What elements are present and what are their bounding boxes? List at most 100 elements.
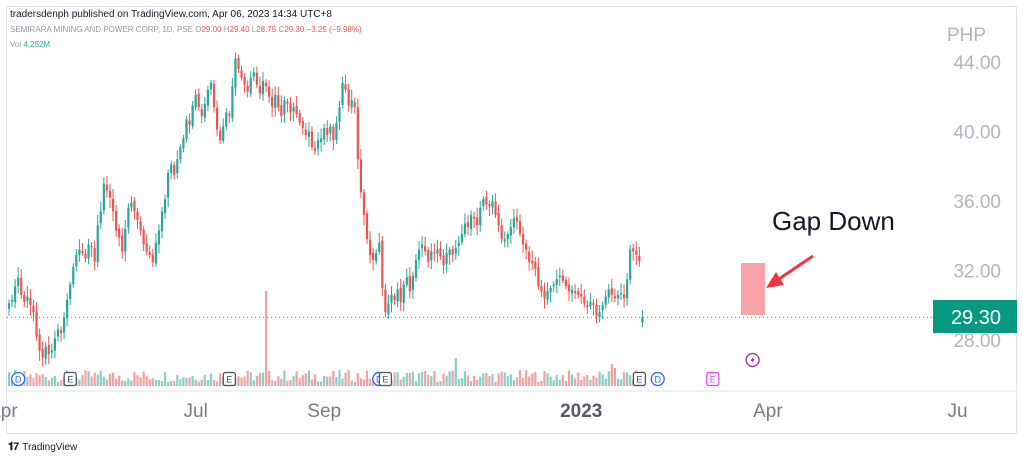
candle-body — [586, 305, 589, 307]
volume-bar — [93, 372, 96, 386]
candle — [338, 100, 341, 130]
candle-body — [390, 294, 393, 303]
candle — [463, 213, 467, 238]
volume-bar — [87, 370, 90, 386]
candle — [26, 286, 29, 309]
candle — [616, 290, 620, 306]
candle — [78, 239, 81, 262]
volume-bar — [118, 375, 121, 386]
volume-bar — [610, 364, 613, 386]
candle — [549, 285, 552, 303]
candle — [240, 65, 243, 81]
candle — [191, 100, 194, 129]
candle — [53, 330, 56, 359]
candle — [130, 196, 133, 212]
volume-bar — [212, 379, 216, 386]
candle-body — [405, 277, 408, 285]
candle-body — [427, 250, 430, 262]
open-label: O — [195, 25, 202, 34]
candle — [384, 283, 387, 318]
candle — [473, 211, 476, 228]
volume-bar — [258, 373, 262, 386]
annotation-arrow-head — [766, 272, 784, 288]
volume-bar — [338, 370, 341, 386]
candle-body — [320, 138, 323, 143]
volume-bar — [264, 291, 268, 386]
candle-body — [479, 207, 482, 226]
volume-bar — [491, 373, 494, 386]
candle — [372, 247, 375, 271]
volume-bar — [368, 378, 372, 386]
candle — [10, 294, 14, 308]
candle — [488, 200, 491, 216]
volume-bar — [561, 375, 564, 386]
volume-bar — [151, 378, 154, 386]
candle-body — [289, 103, 292, 113]
candle — [108, 183, 112, 208]
candle — [234, 52, 237, 96]
volume-bar — [289, 380, 292, 386]
volume-bar — [99, 370, 102, 386]
candle-body — [154, 242, 157, 264]
candle-body — [497, 213, 500, 226]
candle — [7, 299, 11, 316]
candle — [38, 328, 41, 361]
candle — [421, 235, 424, 258]
volume-bar — [261, 372, 265, 386]
volume-bar — [307, 370, 310, 386]
candle — [301, 117, 304, 135]
candle-body — [574, 291, 577, 294]
candle — [59, 326, 63, 342]
candle — [595, 298, 598, 324]
volume-bar — [188, 377, 191, 386]
candle-body — [212, 83, 216, 108]
candle-body — [338, 107, 341, 122]
volume-bar — [356, 373, 359, 386]
candle-body — [292, 107, 295, 112]
volume-bar — [574, 378, 577, 386]
candle-body — [378, 242, 381, 252]
candle — [295, 96, 298, 118]
time-axis-tick: Jul — [184, 401, 208, 422]
candle — [442, 249, 445, 274]
volume-bar — [442, 373, 445, 386]
candle — [105, 175, 109, 198]
candle — [121, 227, 124, 259]
candle-body — [268, 86, 271, 97]
candle-body — [344, 84, 347, 90]
candle-body — [604, 296, 607, 305]
candle-body — [179, 147, 182, 160]
volume-bar — [503, 372, 506, 386]
candle-body — [448, 249, 451, 255]
volume-bar — [127, 378, 130, 386]
candle — [521, 226, 525, 253]
tradingview-logo-icon: 𝟏7 — [8, 441, 19, 453]
symbol-name: SEMIRARA MINING AND POWER CORP, 1D, PSE — [10, 25, 193, 34]
candle-body — [347, 89, 350, 106]
candle — [84, 249, 87, 263]
candle-body — [521, 233, 525, 245]
volume-bar — [350, 380, 353, 386]
candle — [173, 161, 176, 180]
candle — [197, 88, 200, 111]
volume-legend: Vol 4.252M — [10, 40, 50, 49]
candle-body — [246, 85, 249, 92]
tradingview-logo[interactable]: 𝟏7 TradingView — [8, 441, 77, 454]
symbol-legend: SEMIRARA MINING AND POWER CORP, 1D, PSE … — [10, 25, 362, 34]
volume-bar — [84, 370, 87, 386]
candle-body — [188, 120, 191, 125]
candle-body — [476, 217, 479, 226]
candle — [497, 204, 500, 232]
candle — [96, 215, 99, 267]
volume-bar — [433, 371, 436, 386]
volume-bar — [301, 375, 304, 386]
candle-body — [316, 140, 320, 149]
candle — [613, 288, 616, 303]
volume-bar — [555, 374, 558, 386]
candle-body — [231, 86, 234, 118]
volume-bar — [7, 372, 11, 386]
volume-bar — [421, 371, 424, 386]
candle-body — [598, 312, 601, 318]
time-axis-tick: Apr — [753, 401, 783, 422]
